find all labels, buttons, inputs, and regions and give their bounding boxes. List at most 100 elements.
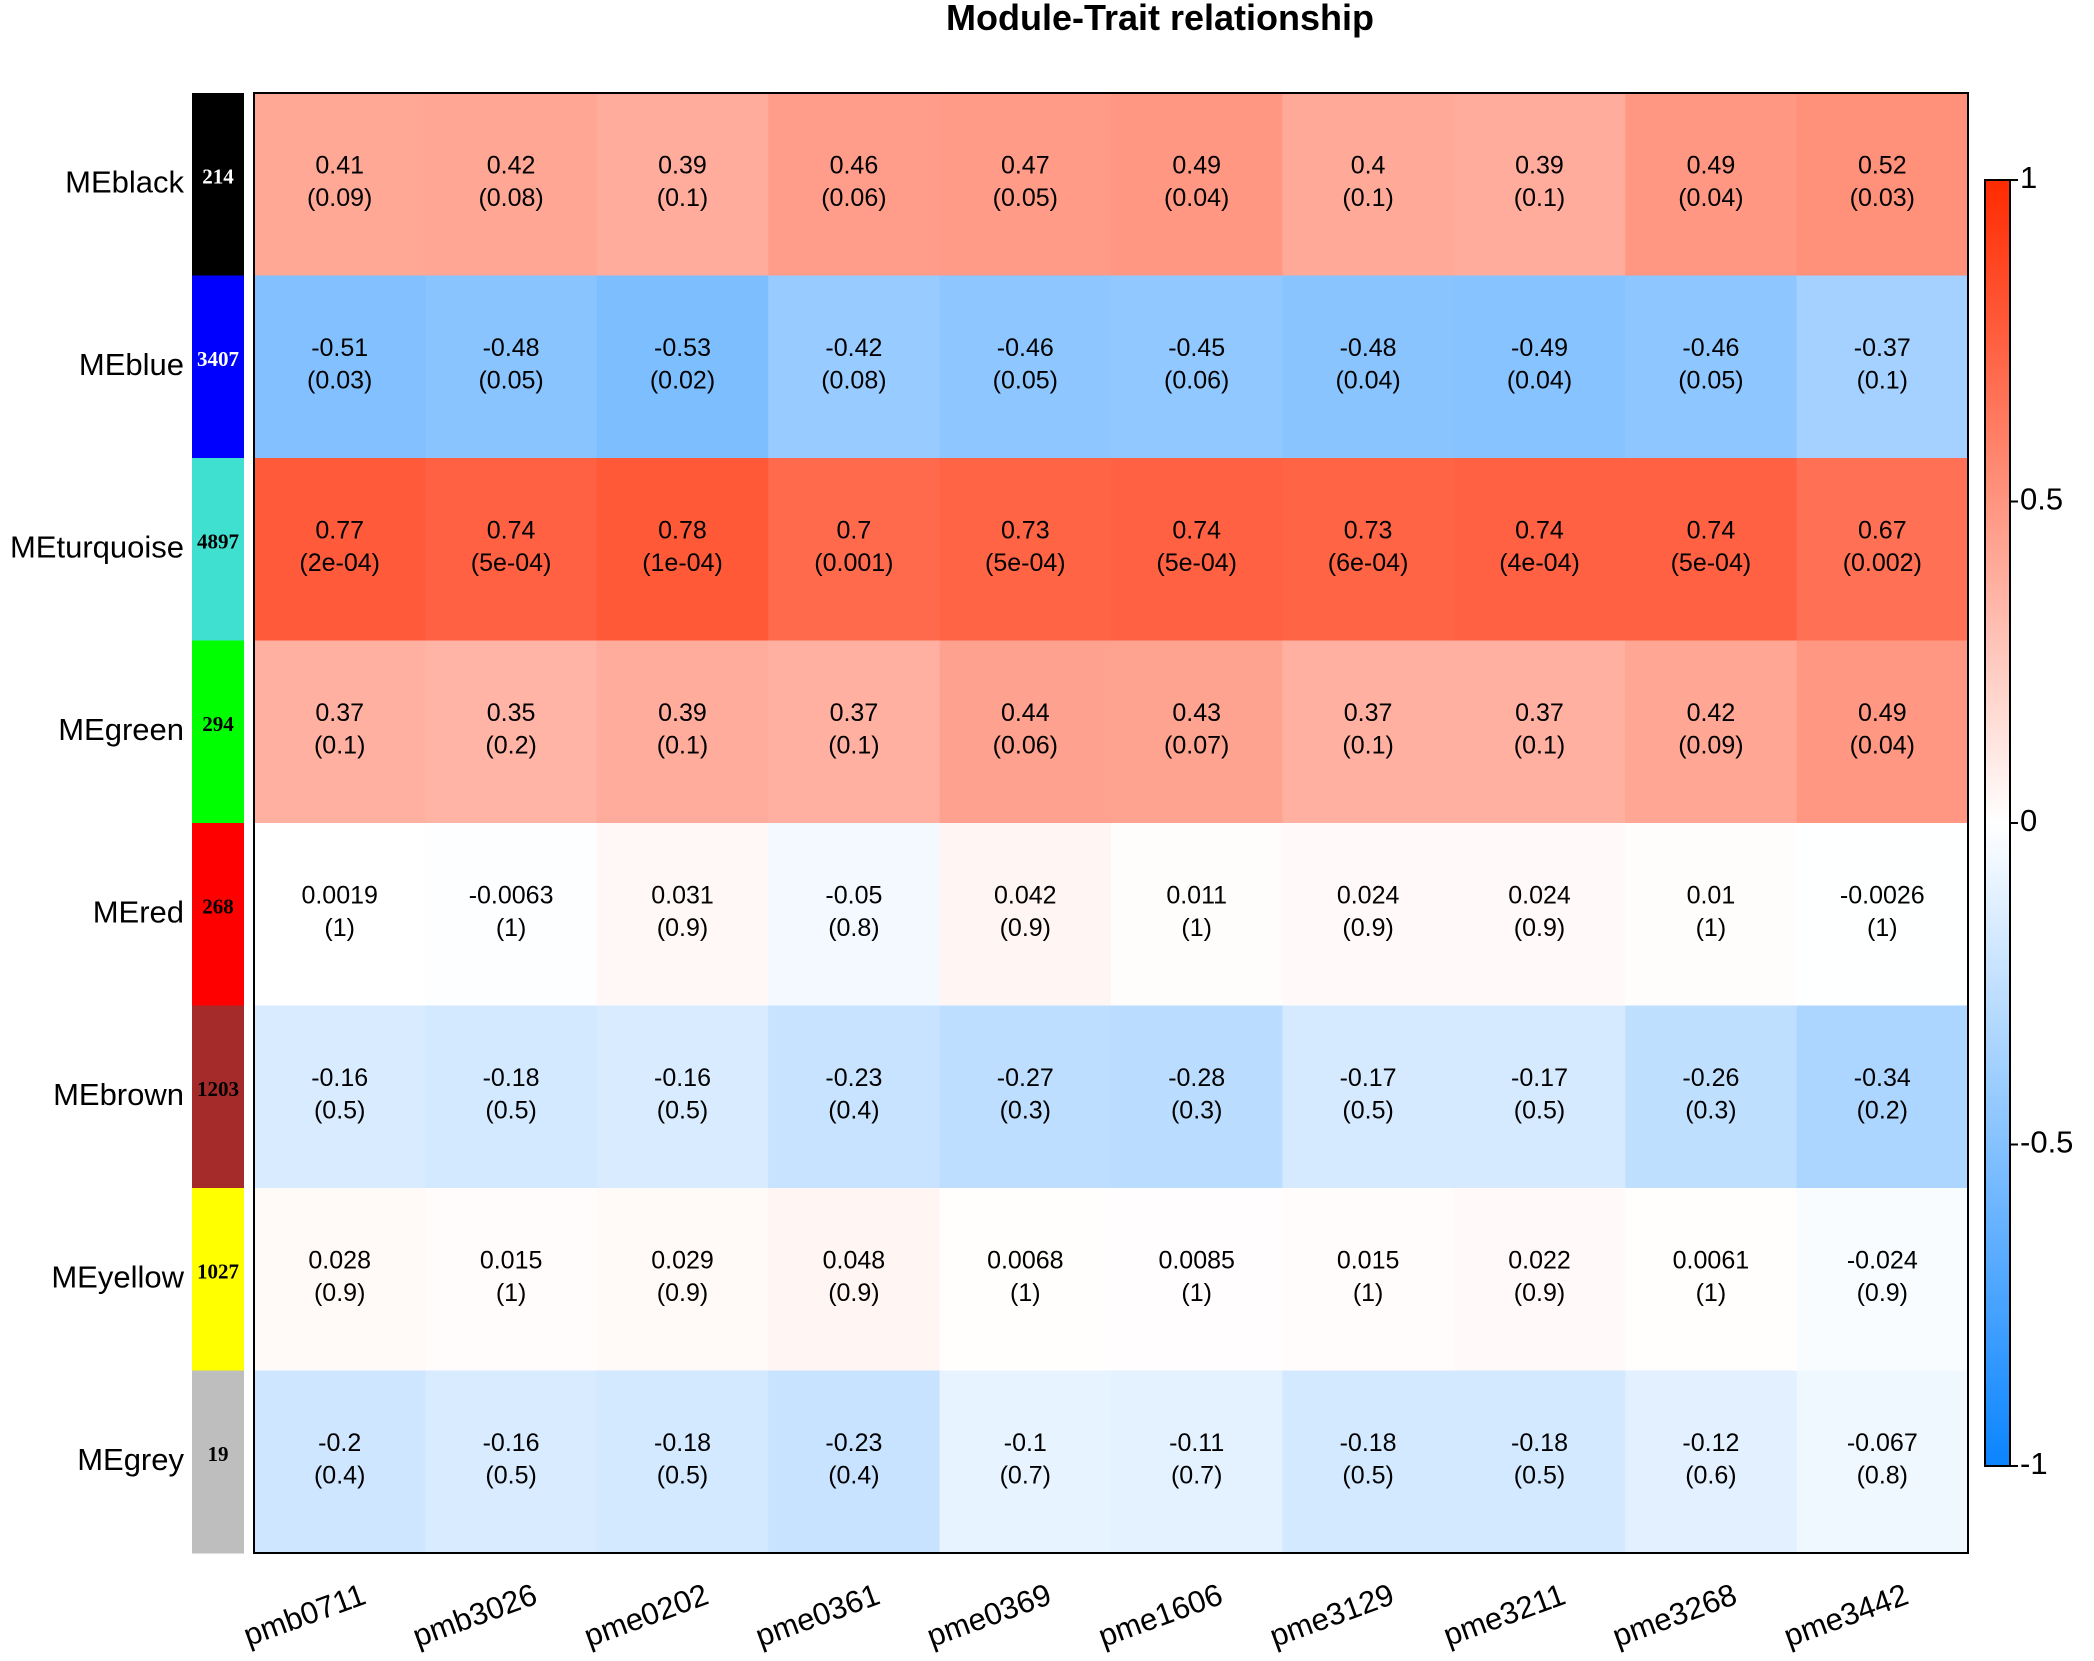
correlation-label: 0.44 — [1001, 699, 1050, 727]
pvalue-label: (0.4) — [828, 1462, 879, 1490]
heatmap-cell — [1111, 640, 1283, 824]
pvalue-label: (0.1) — [657, 732, 708, 760]
correlation-label: 0.39 — [658, 699, 707, 727]
row-label: MEgrey — [77, 1442, 184, 1477]
heatmap-cell — [939, 93, 1112, 276]
heatmap-cell — [1625, 1188, 1798, 1371]
pvalue-label: (0.4) — [314, 1462, 365, 1490]
pvalue-label: (0.9) — [657, 914, 708, 942]
correlation-label: 0.0068 — [987, 1246, 1063, 1274]
pvalue-label: (0.002) — [1843, 549, 1922, 577]
correlation-label: -0.26 — [1682, 1064, 1739, 1092]
correlation-label: 0.031 — [651, 881, 714, 909]
heatmap-cell — [768, 275, 941, 459]
correlation-label: 0.011 — [1166, 881, 1227, 909]
pvalue-label: (0.9) — [314, 1279, 365, 1307]
heatmap-cell — [768, 458, 941, 641]
row-label: MEblue — [79, 347, 184, 382]
pvalue-label: (0.8) — [1857, 1462, 1908, 1490]
pvalue-label: (0.05) — [993, 367, 1058, 395]
pvalue-label: (0.1) — [314, 732, 365, 760]
colorbar-legend: 1 0.5 0 -0.5 -1 — [1984, 160, 2073, 1481]
heatmap-cell — [768, 823, 941, 1006]
heatmap-cell — [1111, 1005, 1283, 1189]
heatmap-cell — [425, 93, 598, 276]
heatmap-cell — [1453, 275, 1626, 459]
heatmap-cell — [596, 1188, 769, 1371]
heatmap-cell — [768, 1005, 941, 1189]
correlation-label: -0.28 — [1168, 1064, 1225, 1092]
heatmap-cell — [1111, 1370, 1283, 1554]
pvalue-label: (0.1) — [657, 184, 708, 212]
correlation-label: -0.53 — [654, 334, 711, 362]
pvalue-label: (0.03) — [1850, 184, 1915, 212]
heatmap-cell — [1625, 1005, 1798, 1189]
correlation-label: 0.042 — [994, 881, 1057, 909]
correlation-label: 0.0019 — [301, 881, 377, 909]
pvalue-label: (1) — [324, 914, 355, 942]
correlation-label: -0.17 — [1340, 1064, 1397, 1092]
module-size-label: 3407 — [197, 347, 239, 371]
correlation-label: 0.35 — [487, 699, 536, 727]
heatmap-cell — [596, 640, 769, 824]
heatmap-cell — [254, 458, 426, 641]
heatmap-cell — [425, 823, 598, 1006]
heatmap-cell — [768, 93, 941, 276]
heatmap-cell — [939, 458, 1112, 641]
correlation-label: 0.67 — [1858, 516, 1907, 544]
correlation-label: 0.39 — [658, 151, 707, 179]
pvalue-label: (0.09) — [307, 184, 372, 212]
correlation-label: -0.46 — [997, 334, 1054, 362]
module-color-swatch — [192, 1188, 244, 1371]
column-labels: pmb0711 pmb3026 pme0202 pme0361 pme0369 pme16… — [239, 1577, 1913, 1654]
column-label: pme0202 — [579, 1577, 712, 1654]
module-size-label: 1027 — [197, 1260, 239, 1284]
heatmap-cell — [1796, 1370, 1969, 1554]
correlation-label: 0.029 — [651, 1246, 714, 1274]
correlation-label: -0.46 — [1682, 334, 1739, 362]
correlation-label: 0.0061 — [1673, 1246, 1749, 1274]
heatmap-cell — [596, 93, 769, 276]
pvalue-label: (0.7) — [1171, 1462, 1222, 1490]
heatmap-cell — [1453, 93, 1626, 276]
heatmap-cell — [254, 640, 426, 824]
pvalue-label: (2e-04) — [299, 549, 380, 577]
column-label: pme1606 — [1094, 1577, 1227, 1654]
pvalue-label: (0.1) — [828, 732, 879, 760]
correlation-label: -0.16 — [483, 1429, 540, 1457]
heatmap-cell — [1453, 458, 1626, 641]
correlation-label: -0.48 — [1340, 334, 1397, 362]
pvalue-label: (0.001) — [814, 549, 893, 577]
correlation-label: 0.37 — [1515, 699, 1564, 727]
heatmap-cell — [1282, 1188, 1455, 1371]
pvalue-label: (0.5) — [657, 1462, 708, 1490]
pvalue-label: (0.9) — [1514, 914, 1565, 942]
correlation-label: -0.42 — [825, 334, 882, 362]
module-size-label: 1203 — [197, 1077, 239, 1101]
module-size-label: 19 — [208, 1442, 229, 1466]
pvalue-label: (4e-04) — [1499, 549, 1580, 577]
heatmap-cell — [425, 458, 598, 641]
correlation-label: 0.01 — [1687, 881, 1736, 909]
pvalue-label: (0.05) — [478, 367, 543, 395]
correlation-label: 0.74 — [487, 516, 536, 544]
pvalue-label: (0.04) — [1164, 184, 1229, 212]
pvalue-label: (0.1) — [1342, 732, 1393, 760]
correlation-label: -0.48 — [483, 334, 540, 362]
module-color-swatch — [192, 275, 244, 459]
heatmap-cell — [254, 93, 426, 276]
column-label: pme0369 — [922, 1577, 1055, 1654]
heatmap-cell — [1111, 458, 1283, 641]
correlation-label: 0.73 — [1001, 516, 1050, 544]
correlation-label: -0.49 — [1511, 334, 1568, 362]
pvalue-label: (0.1) — [1342, 184, 1393, 212]
row-label: MEred — [93, 894, 184, 929]
colorbar-tick-label: -1 — [2020, 1446, 2048, 1481]
pvalue-label: (0.9) — [1857, 1279, 1908, 1307]
pvalue-label: (0.8) — [828, 914, 879, 942]
heatmap-cells: 0.41 (0.09) 0.42 (0.08) 0.39 (0.1) 0.46 (0.06) 0… — [254, 93, 1969, 1554]
pvalue-label: (0.03) — [307, 367, 372, 395]
heatmap-cell — [1796, 275, 1969, 459]
pvalue-label: (0.3) — [1000, 1097, 1051, 1125]
